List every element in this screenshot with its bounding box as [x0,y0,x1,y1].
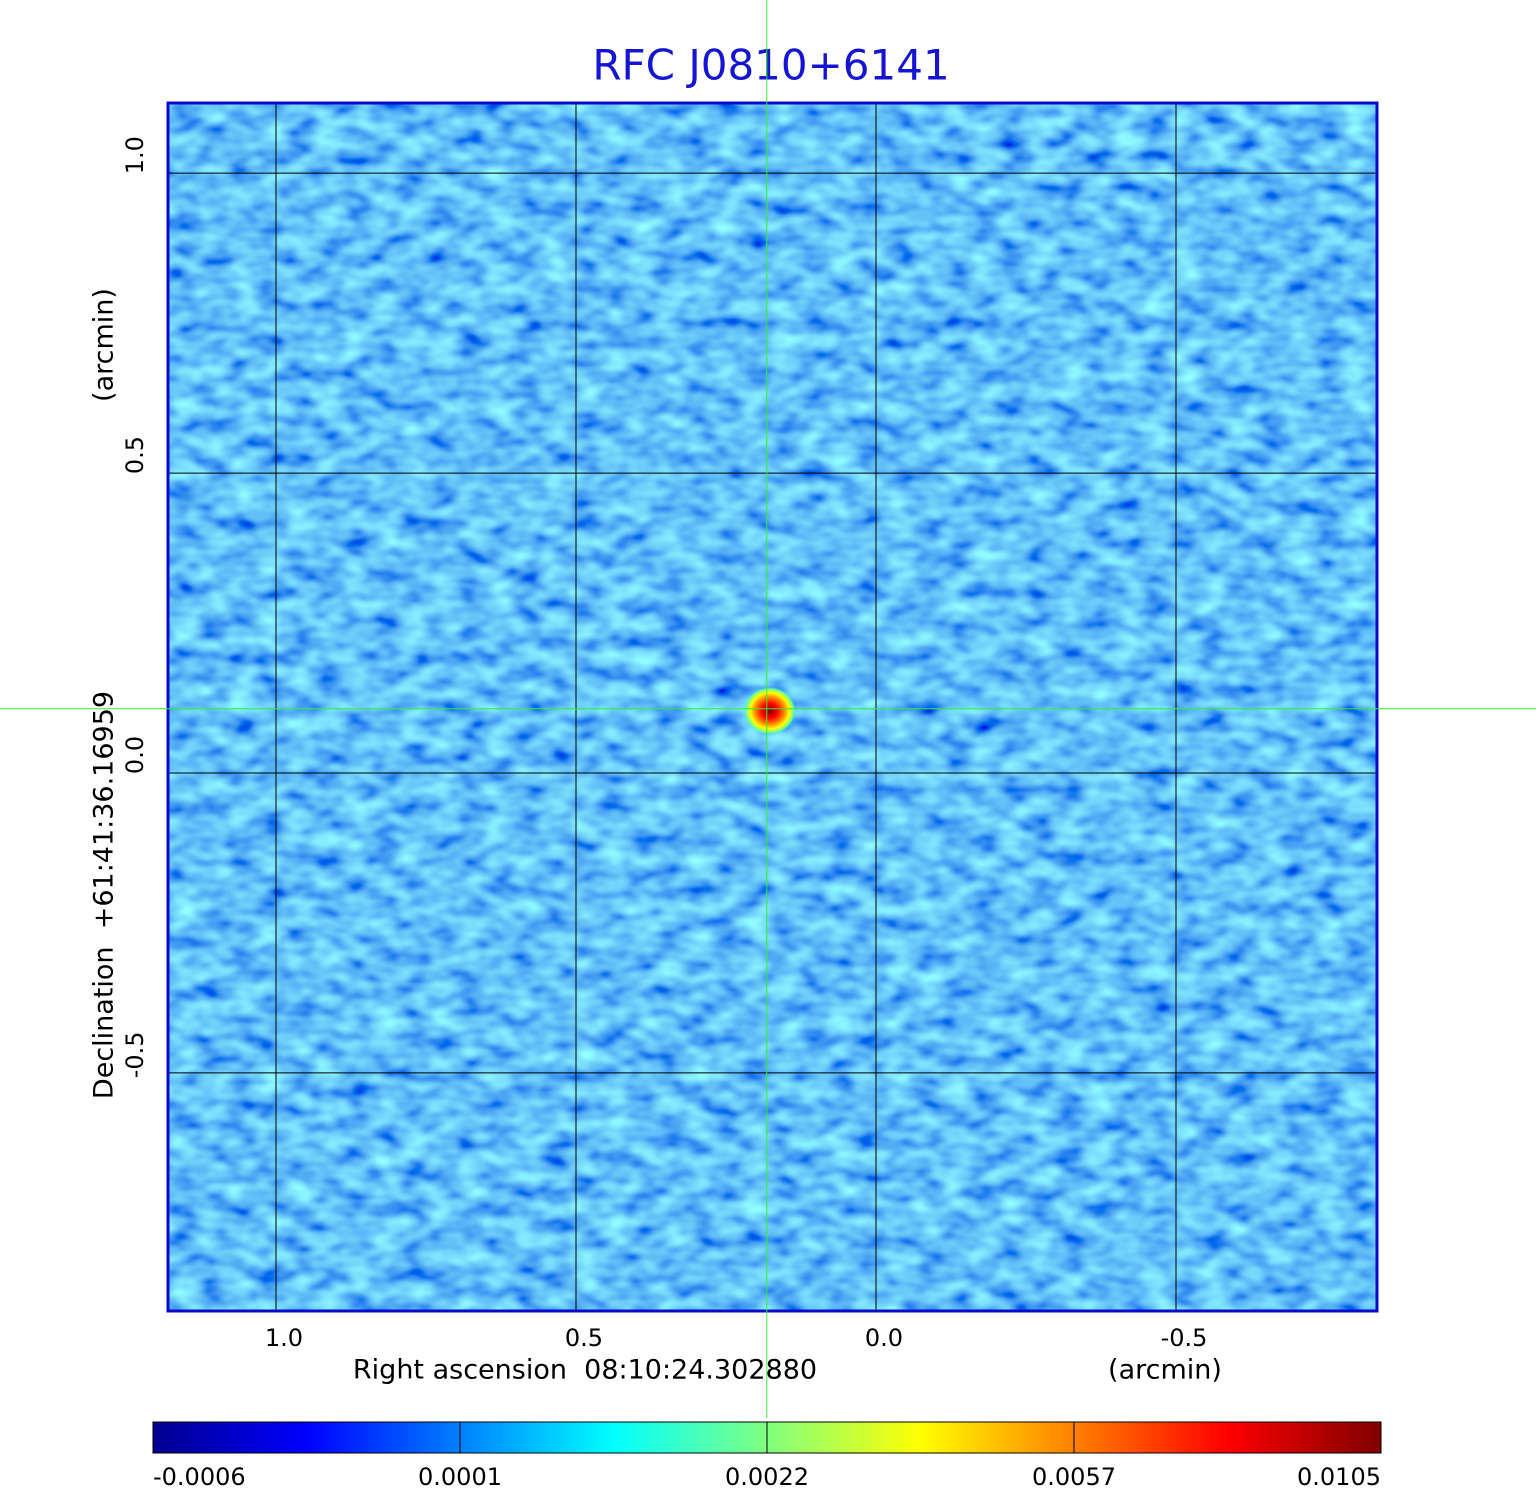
colorbar-tick-label: 0.0105 [1297,1463,1381,1491]
y-tick-label: 0.0 [121,736,149,774]
y-axis-unit: (arcmin) [89,288,120,402]
colorbar-tick-label: -0.0006 [153,1463,246,1491]
y-axis-label: Declination +61:41:36.16959 [89,691,120,1099]
chart-title: RFC J0810+6141 [592,41,949,90]
x-axis-label: Right ascension 08:10:24.302880 [353,1355,817,1386]
source [743,686,796,735]
x-tick-label: 0.5 [565,1324,603,1352]
y-tick-label: -0.5 [121,1031,149,1078]
y-tick-label: 1.0 [121,136,149,174]
colorbar-tick-label: 0.0022 [725,1463,809,1491]
y-tick-label: 0.5 [121,436,149,474]
x-tick-label: -0.5 [1161,1324,1208,1352]
colorbar-tick-label: 0.0001 [418,1463,502,1491]
x-tick-label: 1.0 [265,1324,303,1352]
plot-frame [166,101,1379,1313]
colorbar-tick-label: 0.0057 [1032,1463,1116,1491]
x-tick-label: 0.0 [865,1324,903,1352]
x-axis-unit: (arcmin) [1108,1355,1222,1386]
